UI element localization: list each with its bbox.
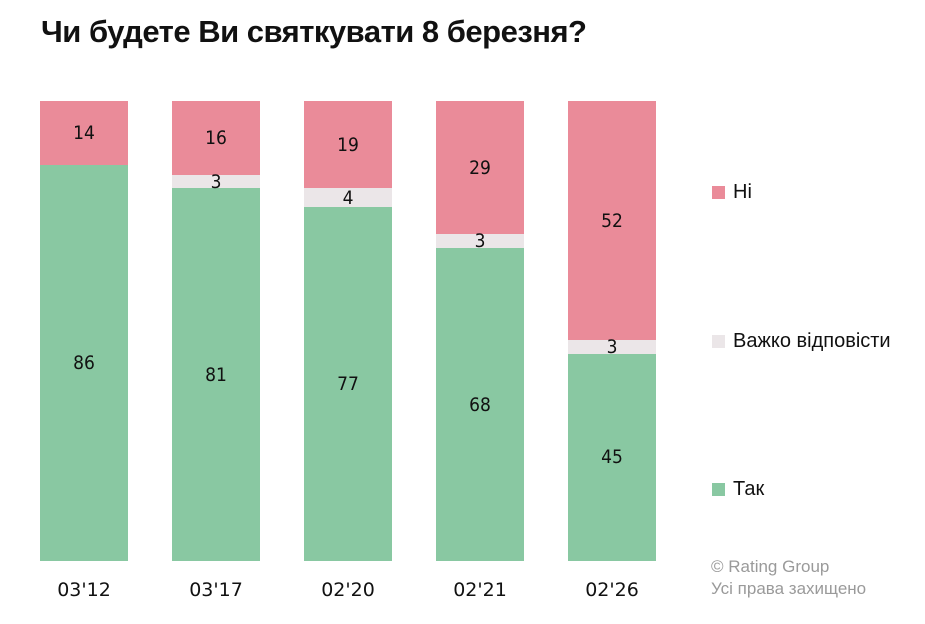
credit: © Rating Group Усі права захищено [711, 556, 866, 600]
bar-segment-no: 19 [304, 101, 392, 189]
credit-rights: Усі права захищено [711, 579, 867, 598]
bar-segment-no: 52 [568, 101, 656, 341]
bar-segment-no: 16 [172, 101, 260, 175]
value-label: 29 [469, 156, 491, 179]
x-axis-label: 02'26 [585, 579, 639, 601]
legend-swatch-no-icon [712, 186, 725, 199]
bar-2: 19 4 77 [304, 101, 392, 561]
bar-segment-no: 29 [436, 101, 524, 235]
legend-label-hard: Важко відповісти [733, 330, 891, 352]
bar-segment-yes: 77 [304, 206, 392, 561]
credit-copyright: © Rating Group [711, 557, 830, 576]
bar-1: 16 3 81 [172, 101, 260, 561]
legend-label-yes: Так [733, 478, 765, 500]
bar-segment-yes: 68 [436, 248, 524, 561]
value-label: 45 [601, 446, 623, 469]
x-axis-label: 02'20 [321, 579, 375, 601]
bar-segment-hard: 4 [304, 186, 392, 209]
legend-swatch-hard-icon [712, 335, 725, 348]
bar-segment-hard: 3 [172, 171, 260, 193]
bar-3: 29 3 68 [436, 101, 524, 561]
bar-0: 14 86 [40, 101, 128, 561]
legend-swatch-yes-icon [712, 483, 725, 496]
value-label: 16 [205, 126, 227, 149]
bar-segment-hard: 3 [568, 336, 656, 358]
legend-item-yes: Так [712, 478, 764, 501]
bar-segment-yes: 81 [172, 188, 260, 561]
value-label: 14 [73, 122, 95, 145]
value-label: 4 [342, 186, 354, 209]
value-label: 3 [210, 170, 222, 193]
bar-4: 52 3 45 [568, 101, 656, 561]
value-label: 19 [337, 133, 359, 156]
x-axis-label: 03'12 [57, 579, 111, 601]
value-label: 81 [205, 363, 227, 386]
x-axis-label: 03'17 [189, 579, 243, 601]
bar-segment-hard: 3 [436, 230, 524, 252]
chart-title: Чи будете Ви святкувати 8 березня? [41, 14, 587, 49]
value-label: 3 [474, 230, 486, 253]
value-label: 86 [73, 352, 95, 375]
bar-segment-yes: 86 [40, 165, 128, 561]
legend-item-no: Ні [712, 181, 752, 204]
bar-segment-yes: 45 [568, 353, 656, 561]
legend-label-no: Ні [733, 181, 752, 203]
x-axis-label: 02'21 [453, 579, 507, 601]
value-label: 68 [469, 393, 491, 416]
bar-segment-no: 14 [40, 101, 128, 166]
legend-item-hard: Важко відповісти [712, 330, 891, 353]
value-label: 52 [601, 209, 623, 232]
value-label: 3 [606, 336, 618, 359]
value-label: 77 [337, 372, 359, 395]
